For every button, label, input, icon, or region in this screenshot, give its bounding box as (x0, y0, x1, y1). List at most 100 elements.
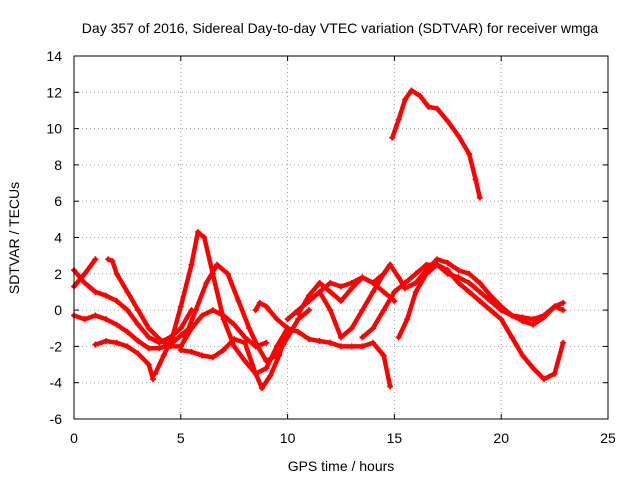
x-tick-label: 15 (387, 430, 403, 446)
data-point-marker (327, 279, 334, 286)
data-point-marker (81, 279, 88, 286)
data-point-marker (348, 285, 355, 292)
data-point-marker (113, 321, 120, 328)
data-point-marker (209, 307, 216, 314)
data-point-marker (103, 292, 110, 299)
y-tick-label: 2 (54, 266, 62, 282)
data-point-marker (425, 103, 432, 110)
data-point-marker (284, 334, 291, 341)
data-point-marker (444, 267, 451, 274)
data-point-marker (434, 256, 441, 263)
data-point-marker (305, 292, 312, 299)
data-point-marker (263, 365, 270, 372)
chart-title: Day 357 of 2016, Sidereal Day-to-day VTE… (82, 20, 599, 36)
data-point-marker (113, 298, 120, 305)
plot-area (71, 87, 567, 392)
data-point-marker (220, 312, 227, 319)
data-point-marker (252, 307, 259, 314)
data-point-marker (152, 370, 159, 377)
data-point-marker (508, 334, 515, 341)
data-point-marker (338, 334, 344, 341)
y-tick-label: 10 (46, 121, 62, 137)
data-point-marker (295, 316, 302, 323)
data-point-marker (359, 307, 366, 314)
data-point-marker (273, 316, 280, 323)
data-point-marker (476, 288, 483, 295)
data-point-marker (145, 345, 152, 352)
series-line-track-m (306, 262, 419, 340)
data-point-marker (199, 352, 206, 359)
data-point-marker (560, 307, 567, 314)
data-point-marker (551, 370, 558, 377)
data-point-marker (135, 307, 142, 314)
data-point-marker (109, 258, 116, 265)
data-point-marker (327, 339, 334, 346)
data-point-marker (316, 288, 323, 295)
series-line-track-l (296, 275, 397, 316)
data-point-marker (530, 365, 537, 372)
data-point-marker (284, 325, 291, 332)
data-point-marker (404, 316, 411, 323)
data-point-marker (103, 337, 110, 344)
data-point-marker (263, 357, 270, 364)
tick-labels: 0 5 10 15 20 25 -6 -4 -2 0 2 4 6 8 10 12 14 (46, 48, 616, 446)
data-point-marker (177, 343, 184, 350)
data-point-marker (316, 279, 323, 286)
data-point-marker (417, 92, 424, 99)
y-tick-label: 8 (54, 157, 62, 173)
data-point-marker (380, 270, 387, 277)
data-point-marker (231, 343, 238, 350)
data-point-marker (423, 267, 430, 274)
data-point-marker (370, 279, 377, 286)
data-point-marker (444, 259, 451, 266)
data-point-marker (466, 270, 473, 277)
data-point-marker (455, 132, 462, 139)
data-point-marker (540, 314, 547, 321)
data-point-marker (389, 134, 396, 141)
data-point-marker (194, 229, 201, 236)
data-point-marker (387, 383, 394, 390)
data-point-marker (551, 303, 558, 310)
data-point-marker (92, 288, 99, 295)
data-point-marker (273, 352, 280, 359)
y-tick-label: 4 (54, 230, 62, 246)
data-point-marker (135, 337, 142, 344)
data-point-marker (177, 303, 184, 310)
data-point-marker (92, 256, 99, 263)
data-point-marker (156, 345, 163, 352)
y-tick-label: 12 (46, 84, 62, 100)
data-point-marker (81, 270, 88, 277)
data-point-marker (145, 361, 152, 368)
data-point-marker (145, 325, 152, 332)
x-tick-label: 10 (280, 430, 296, 446)
data-point-marker (214, 261, 221, 268)
data-point-marker (327, 307, 334, 314)
data-point-marker (530, 316, 537, 323)
data-point-marker (295, 310, 302, 317)
data-point-marker (124, 343, 131, 350)
data-point-marker (241, 339, 248, 346)
data-point-marker (295, 328, 302, 335)
data-point-marker (81, 316, 88, 323)
x-tick-label: 25 (600, 430, 616, 446)
data-point-marker (391, 288, 398, 295)
data-point-marker (241, 334, 248, 341)
data-point-marker (466, 151, 473, 158)
x-axis-label: GPS time / hours (288, 458, 395, 474)
data-point-marker (487, 307, 494, 314)
data-point-marker (284, 316, 291, 323)
data-point-marker (156, 336, 163, 343)
data-point-marker (508, 312, 515, 319)
data-point-marker (177, 332, 184, 339)
data-point-marker (192, 307, 199, 314)
data-point-marker (199, 312, 206, 319)
data-point-marker (267, 372, 274, 379)
data-point-marker (455, 279, 462, 286)
data-point-marker (519, 317, 526, 324)
data-point-marker (370, 325, 377, 332)
data-point-marker (423, 261, 430, 268)
data-point-marker (402, 285, 409, 292)
data-point-marker (434, 105, 441, 112)
data-point-marker (305, 336, 312, 343)
